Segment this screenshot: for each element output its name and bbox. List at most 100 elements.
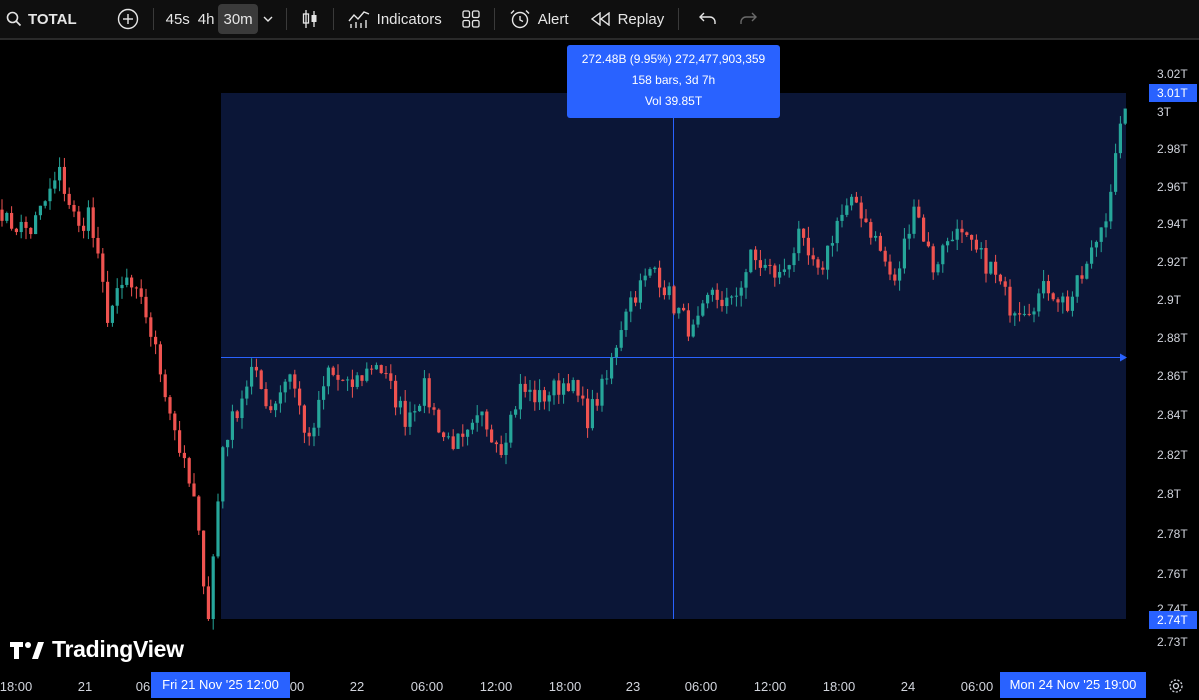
redo-button[interactable] [733,4,763,34]
candle [648,267,652,278]
candle [614,345,618,366]
candle [67,187,71,209]
candle-body [418,405,422,412]
price-chart[interactable]: 3.02T 3T 2.98T 2.96T 2.94T 2.92T 2.9T 2.88T 2.86… [0,40,1199,672]
candle [1018,302,1022,322]
time-tick-label: 12:00 [753,679,787,694]
candle [763,258,767,271]
candle-body [365,368,369,381]
candle-body [643,275,647,281]
candle [53,171,57,194]
candle-body [734,295,738,297]
chart-type-button[interactable] [295,4,325,34]
candle-body [38,205,42,216]
templates-button[interactable] [456,4,486,34]
candle [1008,279,1012,323]
candle-body [173,413,177,431]
compare-symbol-button[interactable] [111,4,145,34]
candle-body [1104,221,1108,228]
candle-body [557,380,561,395]
candle [384,365,388,379]
candle-body [509,414,513,443]
candle-body [701,303,705,316]
candle-body [878,235,882,251]
candle [370,365,374,375]
candle-body [158,344,162,375]
candle-body [120,284,124,289]
candle-body [259,370,263,389]
candle [811,247,815,266]
candle-body [830,243,834,246]
price-tick-label: 2.92T [1157,255,1188,269]
interval-30m-button[interactable]: 30m [218,4,258,34]
candle [754,246,758,270]
tradingview-logo: TradingView [10,636,184,663]
candle-body [53,180,57,189]
candle-body [206,586,210,620]
candle-body [998,274,1002,282]
candle-body [322,386,326,400]
candle [854,191,858,204]
alert-button[interactable]: Alert [503,4,575,34]
undo-button[interactable] [693,4,723,34]
candle-body [5,212,9,221]
interval-4h-button[interactable]: 4h [194,4,219,34]
price-tick-label: 2.78T [1157,527,1188,541]
candle-body [902,238,906,269]
candle-body [1018,313,1022,315]
settings-gear-icon[interactable] [1168,678,1184,694]
measure-volume: Vol 39.85T [644,94,703,108]
candle [5,211,9,224]
candle-body [816,259,820,268]
candle-body [667,286,671,296]
candle [586,388,590,438]
candle [48,178,52,210]
candle-body [298,388,302,406]
candle [82,217,86,239]
time-tick-label: 18:00 [0,679,33,694]
candles-layer [0,108,1127,630]
candle [830,235,834,257]
indicators-button[interactable]: Indicators [342,4,448,34]
candle [461,424,465,447]
price-label-current: 3.01T [1157,86,1188,100]
candle [787,264,791,278]
candle [346,376,350,391]
candle-body [811,255,815,260]
time-axis-range-start-label: Fri 21 Nov '25 12:00 [151,672,290,698]
candle-body [590,399,594,429]
price-axis[interactable]: 3.02T 3T 2.98T 2.96T 2.94T 2.92T 2.9T 2.88T 2.86… [1149,67,1197,649]
candle [792,247,796,272]
symbol-search-button[interactable]: TOTAL [0,4,83,34]
candle [941,243,945,273]
candle-body [144,296,148,318]
candle [456,433,460,449]
candle-body [1042,281,1046,294]
candle-body [1099,227,1103,242]
replay-button[interactable]: Replay [585,4,671,34]
candle [528,380,532,402]
time-axis-range-end-label: Mon 24 Nov '25 19:00 [1000,672,1146,698]
candle-body [226,439,230,448]
candle-body [408,412,412,427]
interval-45s-button[interactable]: 45s [162,4,194,34]
candle [547,391,551,412]
candle-body [912,206,916,234]
candle [653,266,657,273]
candle [413,404,417,422]
time-tick-label: 06:00 [960,679,994,694]
candle-body [1032,311,1036,315]
interval-dropdown-button[interactable] [258,4,278,34]
candle [470,419,474,435]
candle-body [706,294,710,304]
candle-body [686,310,690,337]
candle-body [403,400,407,427]
candle-body [960,228,964,233]
candle-body [360,375,364,381]
candle [946,237,950,253]
candle [394,375,398,416]
candle [950,231,954,242]
candle-body [187,458,191,484]
candle-body [715,289,719,300]
candle-body [1066,296,1070,311]
